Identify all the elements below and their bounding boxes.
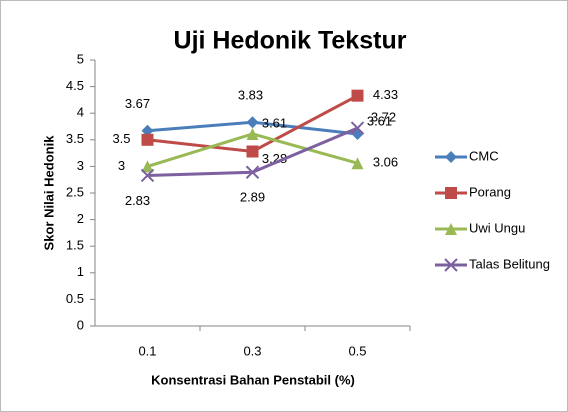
marker: [445, 223, 457, 235]
legend-label: Uwi Ungu: [469, 220, 525, 235]
marker: [444, 258, 458, 272]
y-tick-label: 3: [77, 158, 84, 173]
data-label: 2.83: [125, 193, 150, 208]
y-tick-label: 1.5: [66, 238, 84, 253]
y-tick-label: 4.5: [66, 78, 84, 93]
data-label: 3.28: [262, 151, 287, 166]
y-tick-label: 3.5: [66, 131, 84, 146]
y-tick-label: 5: [77, 51, 84, 66]
data-label: 3.61: [262, 115, 287, 130]
marker: [245, 165, 260, 179]
x-tick-label: 0.3: [243, 343, 261, 358]
data-label: 3: [118, 158, 125, 173]
y-tick-label: 0: [77, 317, 84, 332]
y-tick-label: 2.5: [66, 184, 84, 199]
x-axis-label: Konsentrasi Bahan Penstabil (%): [151, 372, 355, 387]
marker: [445, 151, 457, 163]
data-label: 3.67: [125, 96, 150, 111]
chart-title: Uji Hedonik Tekstur: [174, 27, 407, 55]
legend-label: Talas Belitung: [469, 256, 550, 271]
data-label: 3.61: [367, 113, 392, 128]
legend-label: Porang: [469, 184, 511, 199]
y-tick-label: 2: [77, 211, 84, 226]
data-label: 3.72: [371, 110, 396, 125]
marker: [141, 160, 154, 173]
x-tick-label: 0.5: [348, 343, 366, 358]
data-label: 2.89: [240, 190, 265, 205]
marker: [445, 187, 457, 199]
marker: [351, 157, 364, 170]
data-label: 3.06: [373, 155, 398, 170]
marker: [246, 116, 259, 129]
y-tick-label: 4: [77, 105, 84, 120]
y-axis-label: Skor Nilai Hedonik: [41, 135, 56, 251]
y-tick-label: 0.5: [66, 291, 84, 306]
y-tick-label: 1: [77, 264, 84, 279]
data-label: 4.33: [373, 87, 398, 102]
marker: [141, 124, 154, 137]
x-tick-label: 0.1: [138, 343, 156, 358]
data-label: 3.5: [112, 131, 130, 146]
marker: [140, 168, 155, 183]
data-label: 3.83: [238, 88, 263, 103]
marker: [351, 89, 364, 102]
marker: [141, 133, 154, 146]
legend-label: CMC: [469, 148, 499, 163]
marker: [350, 121, 365, 135]
marker: [246, 145, 259, 158]
marker: [246, 127, 259, 140]
